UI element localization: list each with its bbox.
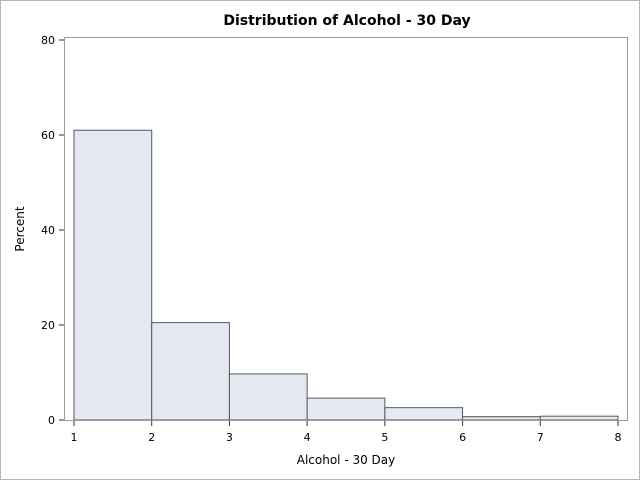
x-tick-label: 3 bbox=[226, 431, 233, 444]
y-tick-label: 40 bbox=[41, 224, 55, 237]
histogram-bar-5 bbox=[384, 407, 464, 421]
histogram-bar-1 bbox=[73, 129, 153, 421]
y-tick-label: 60 bbox=[41, 129, 55, 142]
x-tick-label: 4 bbox=[304, 431, 311, 444]
y-tick-label: 80 bbox=[41, 34, 55, 47]
bars-group bbox=[73, 129, 619, 421]
histogram-bar-2 bbox=[151, 322, 230, 421]
x-tick-label: 6 bbox=[459, 431, 466, 444]
x-tick-label: 7 bbox=[537, 431, 544, 444]
histogram-bar-3 bbox=[228, 373, 308, 421]
histogram-bar-4 bbox=[306, 397, 386, 421]
y-tick-label: 0 bbox=[48, 414, 55, 427]
x-tick-label: 2 bbox=[148, 431, 155, 444]
y-axis-label: Percent bbox=[13, 206, 27, 251]
y-tick-label: 20 bbox=[41, 319, 55, 332]
histogram-bar-6 bbox=[462, 416, 541, 421]
x-tick-label: 8 bbox=[615, 431, 622, 444]
x-tick-label: 5 bbox=[381, 431, 388, 444]
x-tick-label: 1 bbox=[71, 431, 78, 444]
x-axis-label: Alcohol - 30 Day bbox=[297, 453, 396, 467]
histogram-bar-7 bbox=[539, 415, 619, 421]
y-axis: 0 20 40 60 80 bbox=[41, 34, 64, 427]
plot-frame bbox=[64, 37, 628, 421]
x-axis: 1 2 3 4 5 6 7 8 bbox=[71, 421, 622, 444]
chart-title: Distribution of Alcohol - 30 Day bbox=[223, 13, 470, 29]
